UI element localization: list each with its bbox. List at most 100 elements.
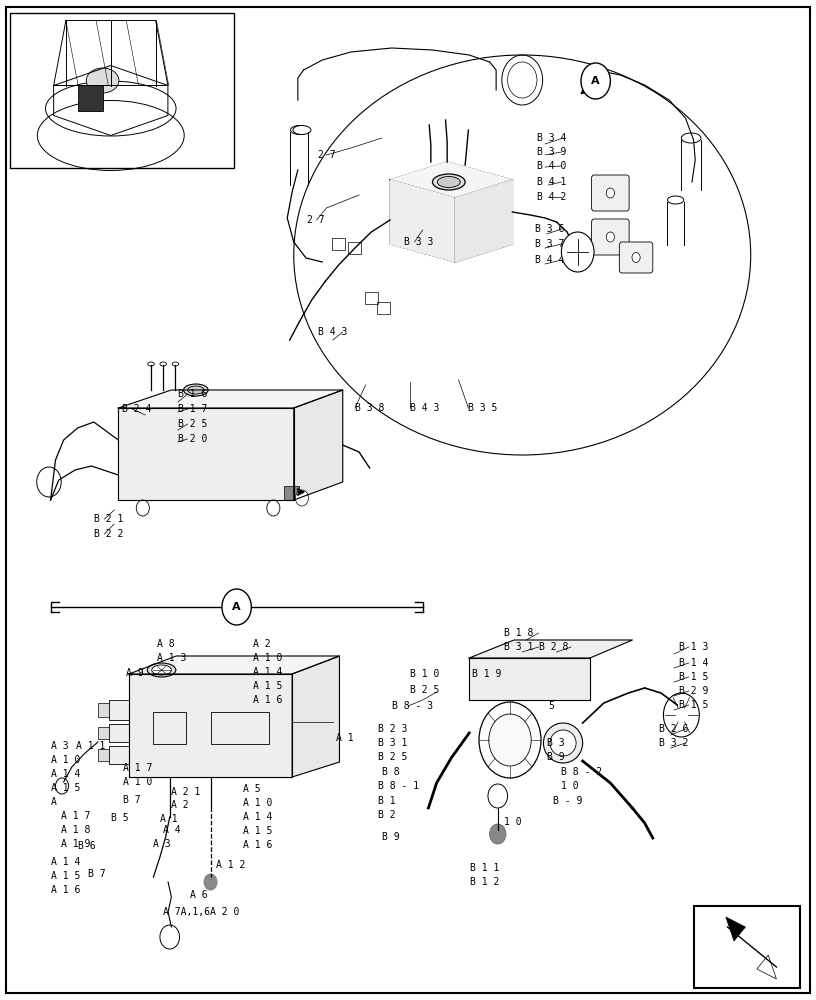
Ellipse shape <box>667 196 684 204</box>
Text: B 3 9: B 3 9 <box>537 147 566 157</box>
Text: B 3 6: B 3 6 <box>535 224 565 234</box>
Ellipse shape <box>681 133 701 143</box>
Bar <box>10 13 234 168</box>
Text: A: A <box>592 76 600 86</box>
Text: A 1 4: A 1 4 <box>51 769 80 779</box>
Ellipse shape <box>148 362 154 366</box>
Text: B 1 5: B 1 5 <box>679 672 708 682</box>
Text: A 1 4: A 1 4 <box>243 812 273 822</box>
Text: A 2 1: A 2 1 <box>171 787 200 797</box>
Text: B 4 4: B 4 4 <box>535 255 565 265</box>
Polygon shape <box>390 162 512 198</box>
Circle shape <box>222 589 251 625</box>
Text: B 1 4: B 1 4 <box>679 658 708 668</box>
Circle shape <box>479 702 541 778</box>
FancyBboxPatch shape <box>592 219 629 255</box>
Bar <box>98 703 109 717</box>
Text: B 4 1: B 4 1 <box>537 177 566 187</box>
Ellipse shape <box>86 68 119 93</box>
Ellipse shape <box>172 362 179 366</box>
Text: A: A <box>51 797 56 807</box>
Polygon shape <box>129 674 292 777</box>
Circle shape <box>488 784 508 808</box>
Text: A 1 3: A 1 3 <box>157 653 186 663</box>
Polygon shape <box>726 917 745 941</box>
Text: 1 0: 1 0 <box>561 781 579 791</box>
Text: B 2 3: B 2 3 <box>378 724 407 734</box>
Text: B 1 5: B 1 5 <box>679 700 708 710</box>
Text: B 9: B 9 <box>382 832 400 842</box>
Ellipse shape <box>432 174 465 190</box>
Polygon shape <box>757 955 777 979</box>
Text: A 1 4: A 1 4 <box>253 667 282 677</box>
Text: B 2: B 2 <box>378 810 396 820</box>
Text: A 2: A 2 <box>253 639 271 649</box>
Bar <box>109 746 129 764</box>
Polygon shape <box>292 656 339 777</box>
Text: B 3 5: B 3 5 <box>468 403 498 413</box>
Text: A 1 5: A 1 5 <box>243 826 273 836</box>
Text: B 1 9: B 1 9 <box>472 669 501 679</box>
Text: B 2 4: B 2 4 <box>122 404 152 414</box>
Ellipse shape <box>293 125 311 134</box>
Text: 2 7: 2 7 <box>307 215 325 225</box>
Bar <box>98 749 109 761</box>
Bar <box>377 302 390 314</box>
Text: A 1 7: A 1 7 <box>61 811 91 821</box>
Text: B 2 0: B 2 0 <box>178 434 207 444</box>
Text: A 1 5: A 1 5 <box>51 871 80 881</box>
Text: B 1 2: B 1 2 <box>470 877 499 887</box>
Bar <box>109 724 129 742</box>
Text: A 1 0: A 1 0 <box>123 777 153 787</box>
Text: A 6: A 6 <box>190 890 208 900</box>
Text: B 2 8: B 2 8 <box>539 642 568 652</box>
Text: 5: 5 <box>548 701 554 711</box>
Circle shape <box>55 778 69 794</box>
Polygon shape <box>294 390 343 500</box>
Text: B 4 0: B 4 0 <box>537 161 566 171</box>
Circle shape <box>606 232 614 242</box>
Circle shape <box>581 63 610 99</box>
Text: A 1 0: A 1 0 <box>243 798 273 808</box>
Text: B 8: B 8 <box>382 767 400 777</box>
Text: B 3 7: B 3 7 <box>535 239 565 249</box>
Ellipse shape <box>148 663 176 677</box>
Circle shape <box>561 232 594 272</box>
Text: A 1 7: A 1 7 <box>123 763 153 773</box>
Circle shape <box>204 874 217 890</box>
Text: A 1 0: A 1 0 <box>51 755 80 765</box>
Circle shape <box>267 500 280 516</box>
Polygon shape <box>118 408 294 500</box>
Text: B 1 6: B 1 6 <box>178 389 207 399</box>
Text: A 1: A 1 <box>160 814 178 824</box>
Text: A 1 9: A 1 9 <box>61 839 91 849</box>
Ellipse shape <box>160 362 166 366</box>
Text: 1 0: 1 0 <box>504 817 522 827</box>
Bar <box>284 486 299 500</box>
Circle shape <box>632 253 641 263</box>
Circle shape <box>136 500 149 516</box>
Bar <box>332 238 345 250</box>
Text: A 1 6: A 1 6 <box>243 840 273 850</box>
Text: A 2: A 2 <box>171 800 188 810</box>
Text: B 4 3: B 4 3 <box>410 403 439 413</box>
Polygon shape <box>390 180 455 262</box>
Polygon shape <box>469 640 632 658</box>
Polygon shape <box>455 180 512 262</box>
Text: B 3: B 3 <box>547 738 565 748</box>
Text: B 8 - 1: B 8 - 1 <box>378 781 419 791</box>
Text: B 5: B 5 <box>111 813 129 823</box>
Ellipse shape <box>437 176 460 188</box>
Text: A 1 5: A 1 5 <box>51 783 80 793</box>
Text: A 1 1: A 1 1 <box>76 741 105 751</box>
Bar <box>109 700 129 720</box>
Circle shape <box>295 490 308 506</box>
Bar <box>98 727 109 739</box>
Ellipse shape <box>550 730 576 756</box>
Text: B 2 6: B 2 6 <box>659 724 689 734</box>
Text: A 1 8: A 1 8 <box>61 825 91 835</box>
Text: 2 7: 2 7 <box>318 150 336 160</box>
Text: B 2 9: B 2 9 <box>679 686 708 696</box>
Text: B 8 - 2: B 8 - 2 <box>561 767 602 777</box>
Polygon shape <box>469 658 590 700</box>
